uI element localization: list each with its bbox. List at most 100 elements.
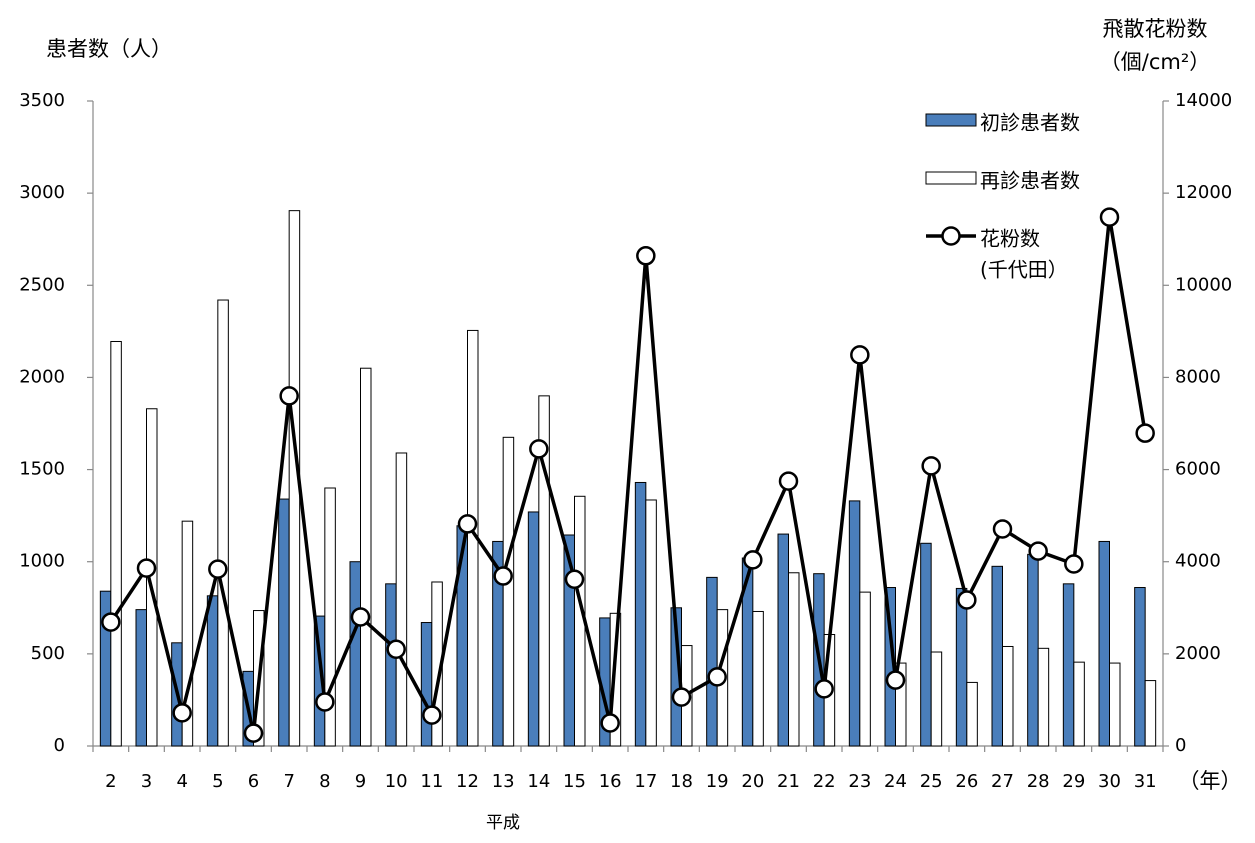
line-marker	[1099, 207, 1120, 227]
y2-tick-label: 10000	[1175, 274, 1232, 295]
y-tick-label: 0	[54, 735, 65, 756]
y2-tick-label: 6000	[1175, 459, 1221, 480]
bar	[1098, 540, 1110, 747]
line-marker	[493, 566, 513, 586]
line-marker	[957, 590, 977, 610]
y2-tick-label: 8000	[1175, 366, 1221, 387]
line-marker	[1064, 554, 1084, 574]
legend-swatch	[925, 113, 977, 127]
bar	[848, 500, 861, 747]
x-axis-title: 平成	[486, 813, 520, 833]
bar	[706, 576, 718, 747]
x-tick-label: 23	[848, 771, 871, 792]
bar	[1062, 583, 1075, 747]
bar	[395, 452, 408, 747]
bar	[930, 651, 943, 747]
line-marker	[1028, 541, 1048, 561]
x-tick-label: 11	[420, 771, 443, 792]
x-tick-label: 16	[599, 771, 622, 792]
bar	[991, 565, 1003, 747]
x-tick-label: 2	[105, 771, 116, 792]
bar	[859, 591, 871, 747]
x-tick-label: 17	[634, 771, 657, 792]
legend-label: (千代田）	[980, 258, 1068, 282]
bar	[1134, 587, 1146, 747]
line-marker	[743, 550, 763, 570]
line-marker	[636, 246, 656, 266]
bar	[135, 609, 147, 747]
bar	[1037, 647, 1050, 747]
x-tick-label: 24	[884, 771, 907, 792]
line-marker	[350, 607, 371, 627]
bar	[752, 610, 764, 747]
line-marker	[172, 703, 192, 723]
line-marker	[921, 456, 941, 476]
x-tick-label: 15	[563, 771, 586, 792]
x-tick-label: 3	[141, 771, 152, 792]
x-tick-label: 14	[527, 771, 550, 792]
x-tick-label: 10	[385, 771, 408, 792]
x-tick-label: 27	[991, 771, 1014, 792]
y-tick-label: 2500	[19, 274, 65, 295]
bar	[1144, 680, 1157, 747]
bar	[527, 511, 540, 747]
bar	[502, 436, 515, 747]
line-marker	[101, 612, 121, 632]
bar	[360, 367, 372, 747]
bar	[634, 481, 647, 747]
bar	[206, 595, 219, 747]
line-marker	[814, 679, 834, 699]
legend-swatch	[925, 171, 977, 185]
bar	[1002, 645, 1014, 747]
line-marker	[386, 639, 406, 659]
bar	[181, 520, 194, 747]
bar	[1027, 553, 1039, 747]
bar	[788, 572, 800, 747]
bar	[1109, 662, 1121, 747]
x-tick-label: 9	[355, 771, 366, 792]
x-tick-label: 7	[283, 771, 294, 792]
bar	[217, 299, 229, 747]
x-tick-label: 25	[920, 771, 943, 792]
line-marker	[243, 723, 264, 743]
x-tick-label: 5	[212, 771, 223, 792]
bar	[1073, 661, 1085, 747]
bar	[278, 498, 290, 747]
x-tick-label: 18	[670, 771, 693, 792]
y2-tick-label: 2000	[1175, 643, 1221, 664]
y-tick-label: 1000	[19, 551, 65, 572]
legend-label: 再診患者数	[980, 169, 1080, 193]
bar	[609, 612, 622, 747]
legend-swatch	[941, 226, 961, 246]
line-marker	[885, 670, 906, 690]
bar	[349, 561, 361, 747]
x-axis-unit: （年）	[1179, 769, 1242, 793]
y-tick-label: 500	[31, 643, 65, 664]
bar	[385, 583, 397, 747]
bar	[420, 622, 433, 747]
y2-tick-label: 14000	[1175, 90, 1232, 111]
x-tick-label: 28	[1027, 771, 1050, 792]
y-tick-label: 3000	[19, 182, 65, 203]
x-tick-label: 26	[955, 771, 978, 792]
line-marker	[707, 667, 727, 687]
x-tick-label: 22	[813, 771, 836, 792]
x-tick-label: 4	[176, 771, 187, 792]
line-marker	[136, 558, 157, 578]
line-marker	[315, 692, 335, 712]
bar	[324, 487, 336, 747]
bar	[966, 681, 978, 747]
y-tick-label: 2000	[19, 366, 65, 387]
bar	[895, 662, 907, 747]
x-tick-label: 30	[1098, 771, 1121, 792]
bar	[538, 395, 550, 747]
y-tick-label: 3500	[19, 90, 65, 111]
legend-label: 初診患者数	[980, 111, 1080, 135]
line-marker	[778, 471, 799, 491]
x-tick-label: 19	[706, 771, 729, 792]
x-tick-label: 20	[741, 771, 764, 792]
y-tick-label: 1500	[19, 459, 65, 480]
line-marker	[850, 345, 870, 365]
y2-tick-label: 0	[1175, 735, 1186, 756]
bar	[920, 542, 932, 747]
